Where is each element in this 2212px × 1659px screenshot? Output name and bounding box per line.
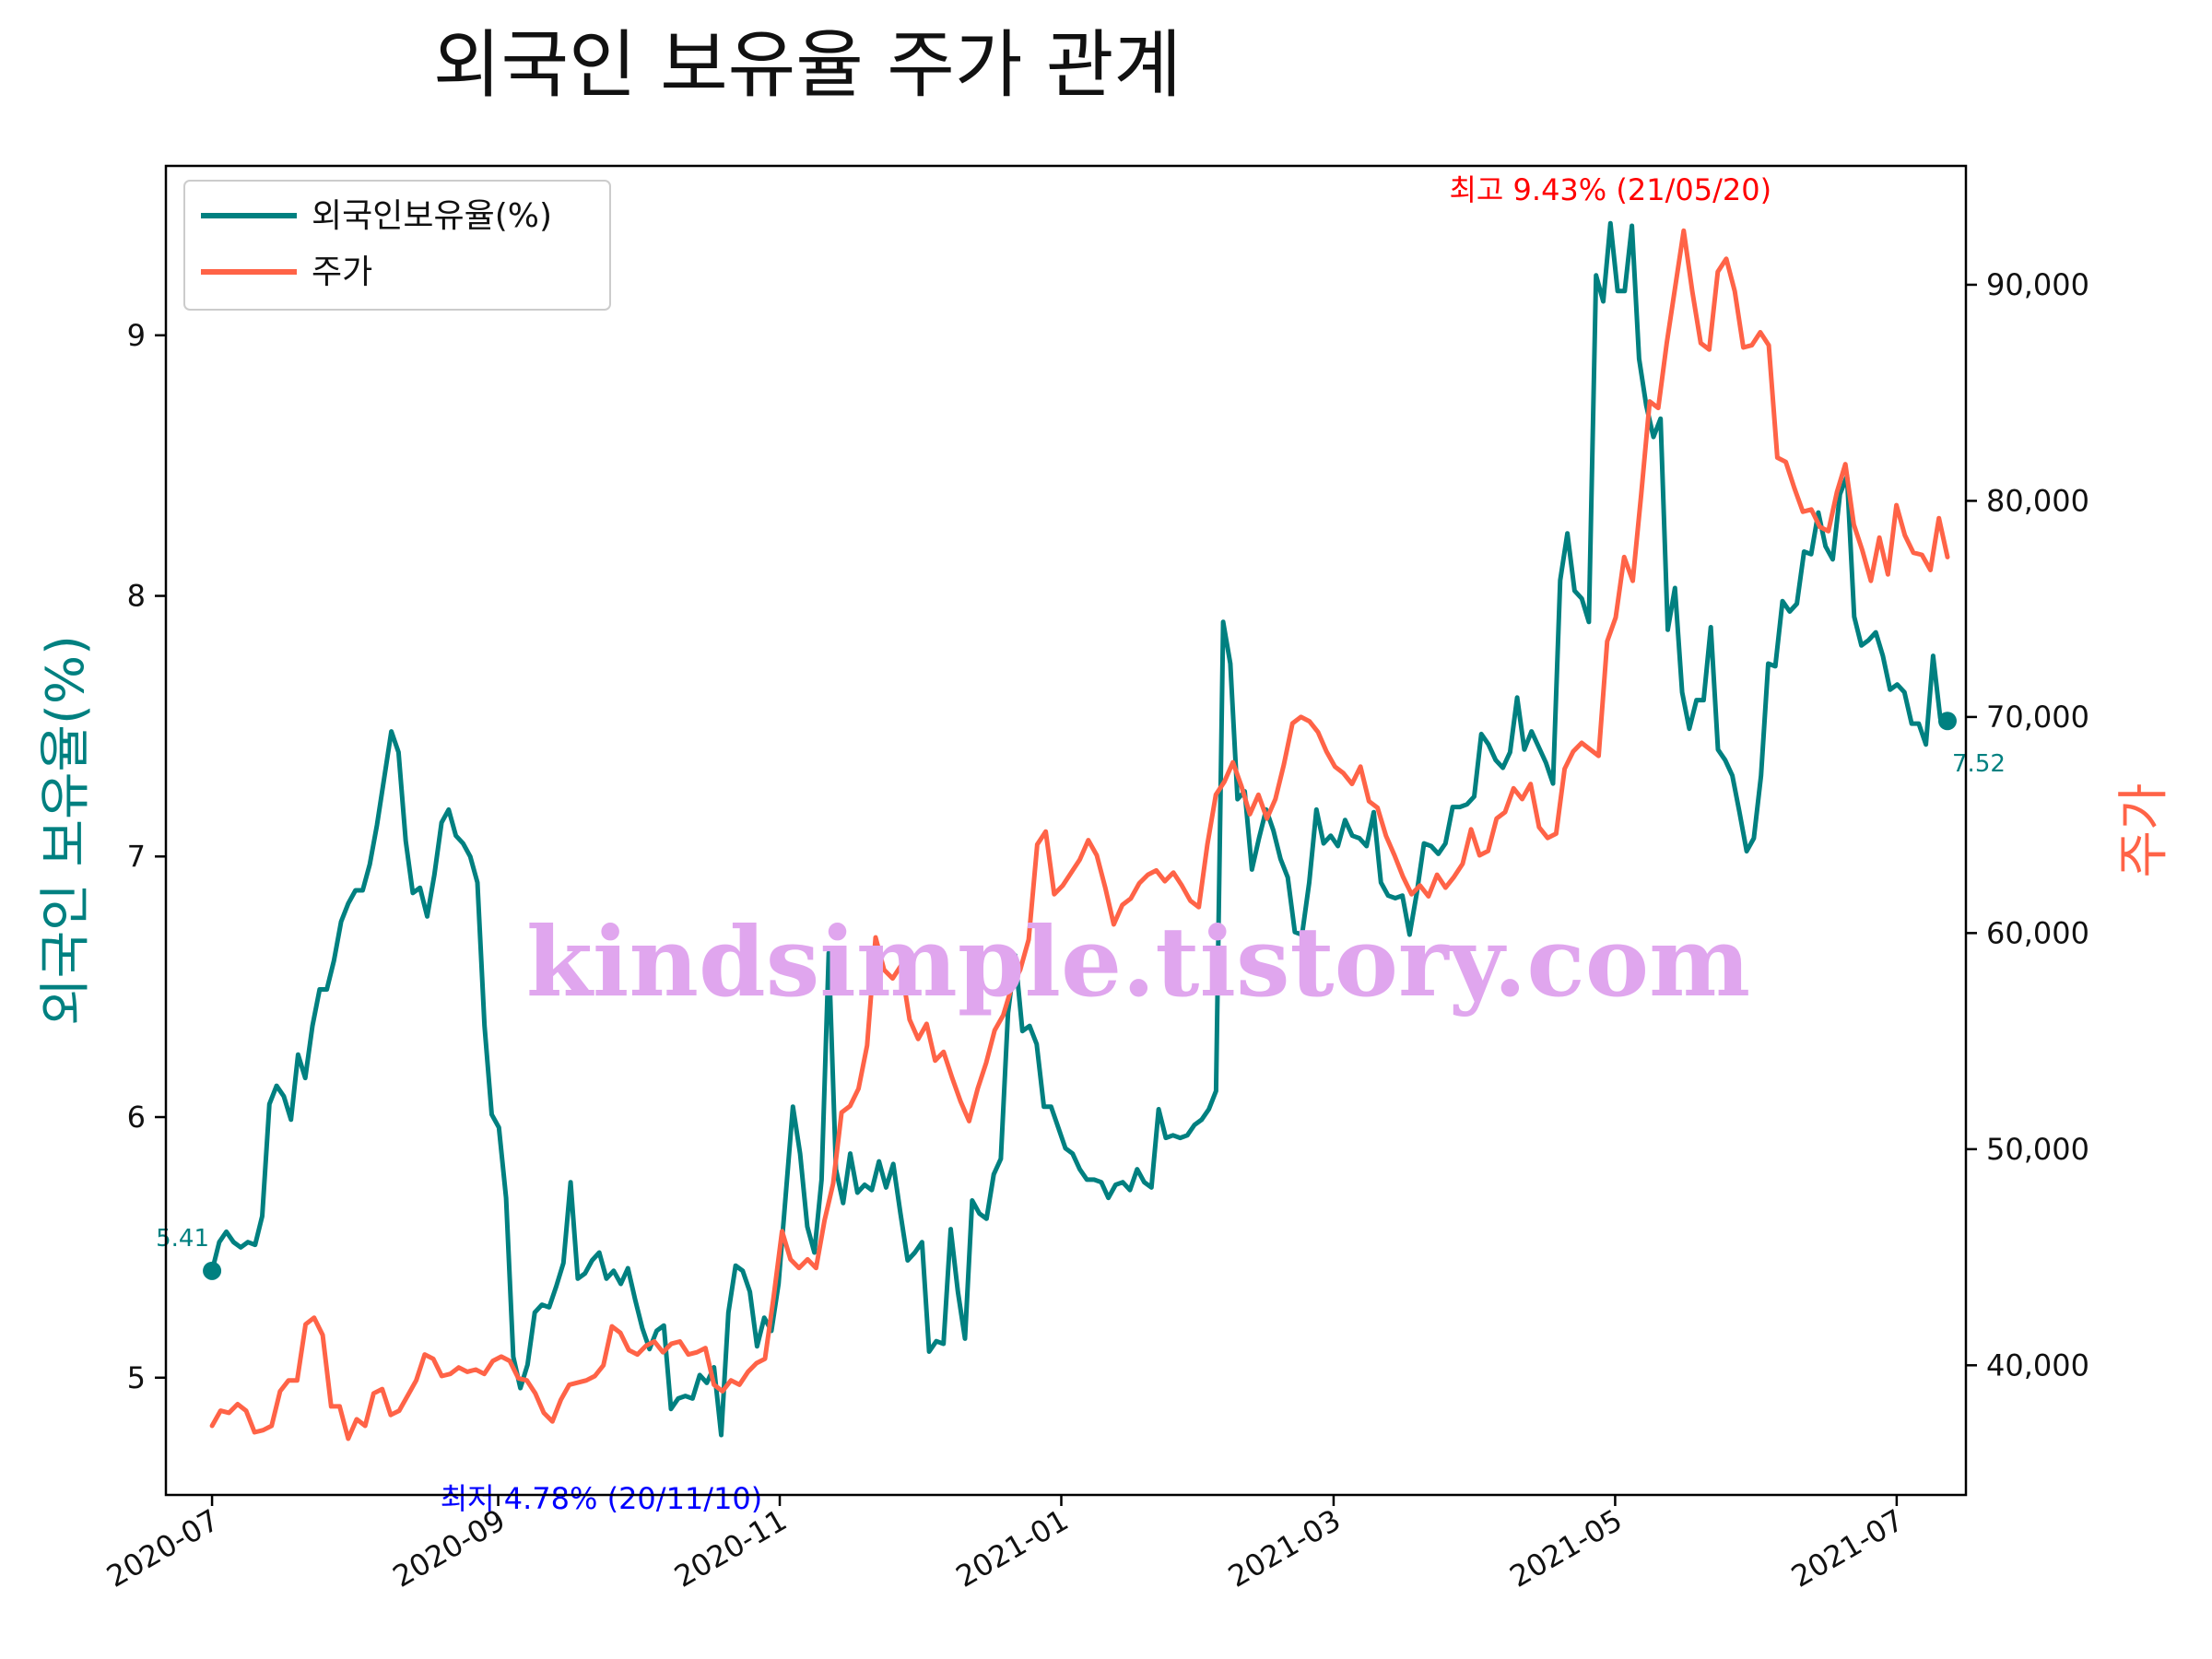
- y-right-tick-label: 60,000: [1986, 915, 2089, 950]
- y-axis-right: 40,000 50,000 60,000 70,000 80,000 90,000: [1966, 267, 2089, 1382]
- y-axis-left: 5 6 7 8 9: [127, 318, 166, 1395]
- low-annotation: 최저 4.78% (20/11/10): [441, 1481, 763, 1516]
- y-left-tick-label: 5: [127, 1360, 146, 1395]
- y-right-tick-label: 50,000: [1986, 1132, 2089, 1167]
- legend-label-ratio: 외국인보유율(%): [312, 197, 552, 235]
- series-line-price: [209, 228, 1950, 1441]
- y-left-tick-label: 7: [127, 839, 146, 874]
- y-right-tick-label: 70,000: [1986, 700, 2089, 735]
- x-tick-label: 2021-07: [1785, 1502, 1910, 1594]
- y-axis-left-label: 외국인 보유율(%): [36, 635, 96, 1026]
- x-tick-label: 2020-07: [100, 1502, 225, 1594]
- y-axis-right-label: 주가: [2114, 782, 2174, 877]
- y-left-tick-label: 8: [127, 579, 146, 614]
- y-left-tick-label: 9: [127, 318, 146, 353]
- plot-area: 5.41 7.52 최고 9.43% (21/05/20) 최저 4.78% (…: [156, 172, 2006, 1516]
- plot-frame: [164, 164, 1968, 1497]
- high-annotation: 최고 9.43% (21/05/20): [1449, 172, 1771, 207]
- x-axis: 2020-07 2020-09 2020-11 2021-01 2021-03 2021-…: [100, 1495, 1910, 1594]
- y-right-tick-label: 90,000: [1986, 267, 2089, 302]
- y-left-tick-label: 6: [127, 1100, 146, 1135]
- x-tick-label: 2020-09: [387, 1502, 512, 1594]
- y-right-tick-label: 40,000: [1986, 1347, 2089, 1382]
- x-tick-label: 2020-11: [668, 1502, 793, 1594]
- legend-label-price: 주가: [312, 253, 372, 291]
- end-point-marker: [1937, 712, 1957, 731]
- chart-title: 외국인 보유율 주가 관계: [433, 22, 1182, 108]
- watermark: kindsimple.tistory.com: [526, 905, 1750, 1018]
- x-tick-label: 2021-01: [950, 1502, 1075, 1594]
- legend: 외국인보유율(%) 주가: [183, 180, 611, 311]
- y-right-tick-label: 80,000: [1986, 483, 2089, 518]
- start-point-marker: [203, 1261, 222, 1280]
- end-value-label: 7.52: [1952, 750, 2006, 778]
- start-value-label: 5.41: [156, 1225, 209, 1253]
- series-line-ratio: [209, 220, 1950, 1438]
- x-tick-label: 2021-05: [1504, 1502, 1629, 1594]
- x-tick-label: 2021-03: [1222, 1502, 1347, 1594]
